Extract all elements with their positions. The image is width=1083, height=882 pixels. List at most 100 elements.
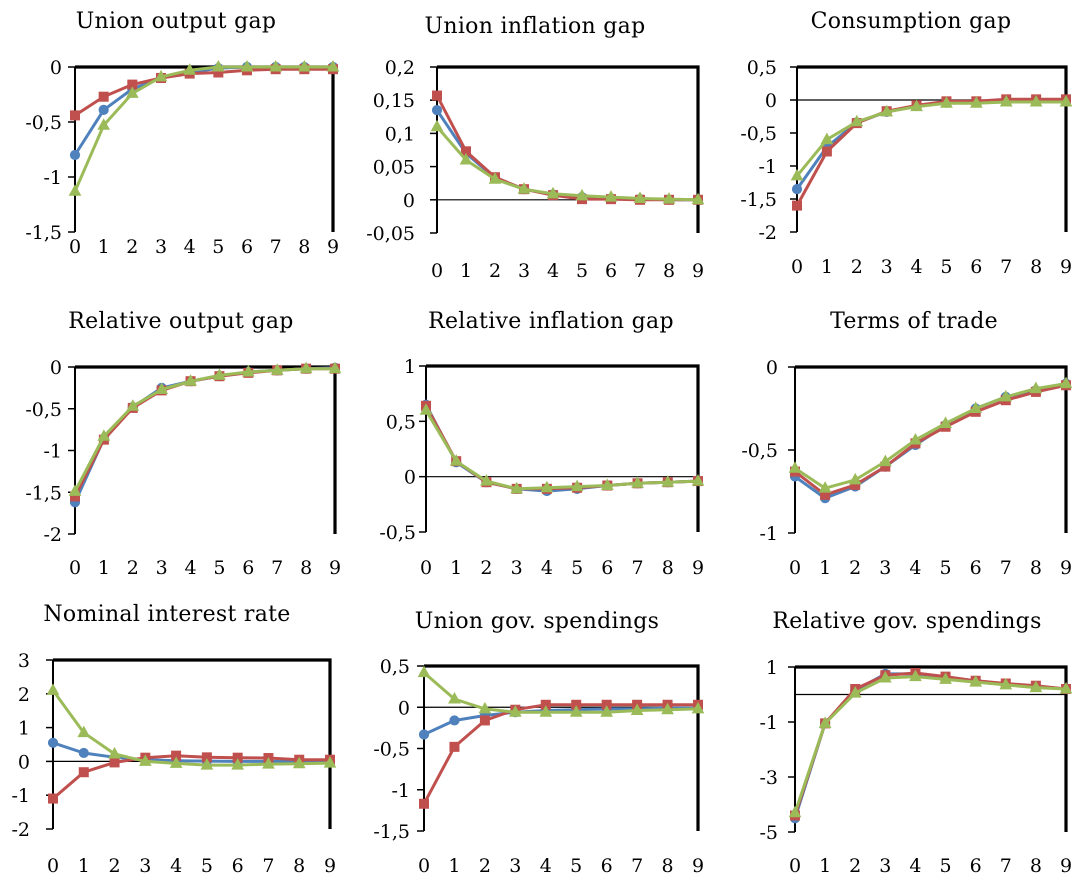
data-point: [419, 403, 433, 415]
data-point: [478, 701, 492, 714]
data-point: [183, 63, 197, 75]
x-tick-label: 5: [213, 557, 225, 579]
data-point: [98, 104, 109, 116]
x-tick-label: 3: [139, 855, 151, 877]
data-point: [848, 686, 862, 698]
data-series: [790, 668, 1071, 821]
data-point: [1029, 381, 1043, 394]
series-line: [795, 100, 1066, 177]
x-tick-label: 6: [970, 855, 982, 877]
data-point: [262, 757, 275, 769]
data-point: [631, 476, 644, 488]
chart-title: Union output gap: [76, 9, 277, 34]
data-point: [68, 184, 82, 196]
plot-border: [424, 664, 700, 831]
data-point: [661, 702, 674, 715]
data-point: [1029, 94, 1043, 107]
data-point: [910, 99, 923, 112]
series-line: [424, 404, 699, 493]
data-point: [323, 756, 337, 768]
data-point: [48, 793, 58, 804]
data-point: [820, 132, 834, 145]
data-point: [240, 59, 254, 72]
x-tick-label: 7: [632, 557, 644, 579]
plot-border: [53, 658, 332, 829]
x-tick-label: 4: [547, 260, 559, 282]
data-point: [821, 146, 832, 157]
y-tick-label: -1: [391, 780, 410, 802]
x-tick-label: 3: [156, 557, 168, 579]
data-point: [940, 96, 953, 108]
data-point: [569, 705, 583, 717]
x-tick-label: 0: [789, 557, 801, 579]
x-tick-label: 6: [605, 260, 617, 282]
data-series: [46, 683, 337, 770]
data-point: [788, 461, 802, 473]
data-point: [431, 105, 443, 116]
x-tick-label: 5: [940, 256, 952, 278]
x-tick-label: 9: [1060, 855, 1072, 877]
data-point: [169, 756, 183, 768]
data-point: [909, 433, 922, 445]
x-tick-label: 1: [448, 855, 460, 877]
data-point: [78, 747, 89, 759]
data-point: [1059, 376, 1073, 389]
x-tick-label: 0: [418, 855, 430, 877]
data-series: [790, 380, 1071, 500]
data-point: [539, 705, 553, 717]
y-tick-label: -1,5: [25, 482, 62, 504]
series-line: [52, 754, 330, 800]
data-point: [138, 754, 152, 766]
data-point: [878, 454, 892, 467]
x-tick-label: 6: [241, 236, 253, 258]
x-tick-label: 1: [78, 855, 90, 877]
y-tick-label: 0: [766, 357, 778, 379]
series-line: [424, 409, 699, 491]
data-point: [449, 741, 460, 752]
y-tick-label: -5: [759, 822, 778, 844]
x-tick-label: 4: [185, 557, 197, 579]
chart-title: Consumption gap: [811, 9, 1012, 34]
x-tick-label: 3: [509, 855, 521, 877]
data-point: [213, 368, 226, 380]
y-tick-label: 0,5: [380, 656, 410, 678]
data-point: [939, 672, 952, 684]
series-line: [795, 97, 1066, 207]
series-line: [73, 367, 335, 493]
y-tick-label: -0,05: [366, 223, 415, 245]
data-series: [431, 105, 704, 205]
plot-border: [795, 665, 1068, 832]
data-series: [789, 378, 1072, 504]
data-series: [430, 119, 705, 205]
y-tick-label: 0,5: [747, 57, 777, 79]
data-point: [790, 168, 804, 181]
x-tick-label: 5: [576, 260, 588, 282]
x-tick-label: 3: [511, 557, 523, 579]
series-line: [794, 383, 1067, 497]
data-series: [432, 90, 703, 205]
data-point: [479, 715, 490, 726]
y-tick-label: -2: [758, 222, 777, 244]
data-series: [788, 376, 1073, 493]
y-tick-label: 0: [398, 697, 410, 719]
x-tick-label: 1: [98, 557, 110, 579]
series-line: [435, 125, 699, 202]
y-tick-label: 1: [766, 657, 778, 679]
x-tick-label: 8: [1030, 557, 1042, 579]
data-point: [818, 716, 832, 728]
data-point: [418, 729, 430, 740]
data-point: [600, 705, 614, 717]
data-point: [792, 200, 802, 211]
data-point: [299, 361, 313, 374]
data-point: [231, 758, 245, 770]
data-point: [969, 401, 983, 413]
x-tick-label: 2: [849, 855, 861, 877]
data-point: [691, 474, 705, 486]
y-tick-label: -1: [43, 167, 62, 189]
x-tick-label: 8: [298, 236, 310, 258]
chart-title: Relative inflation gap: [428, 309, 674, 334]
chart-title: Nominal interest rate: [43, 602, 290, 627]
